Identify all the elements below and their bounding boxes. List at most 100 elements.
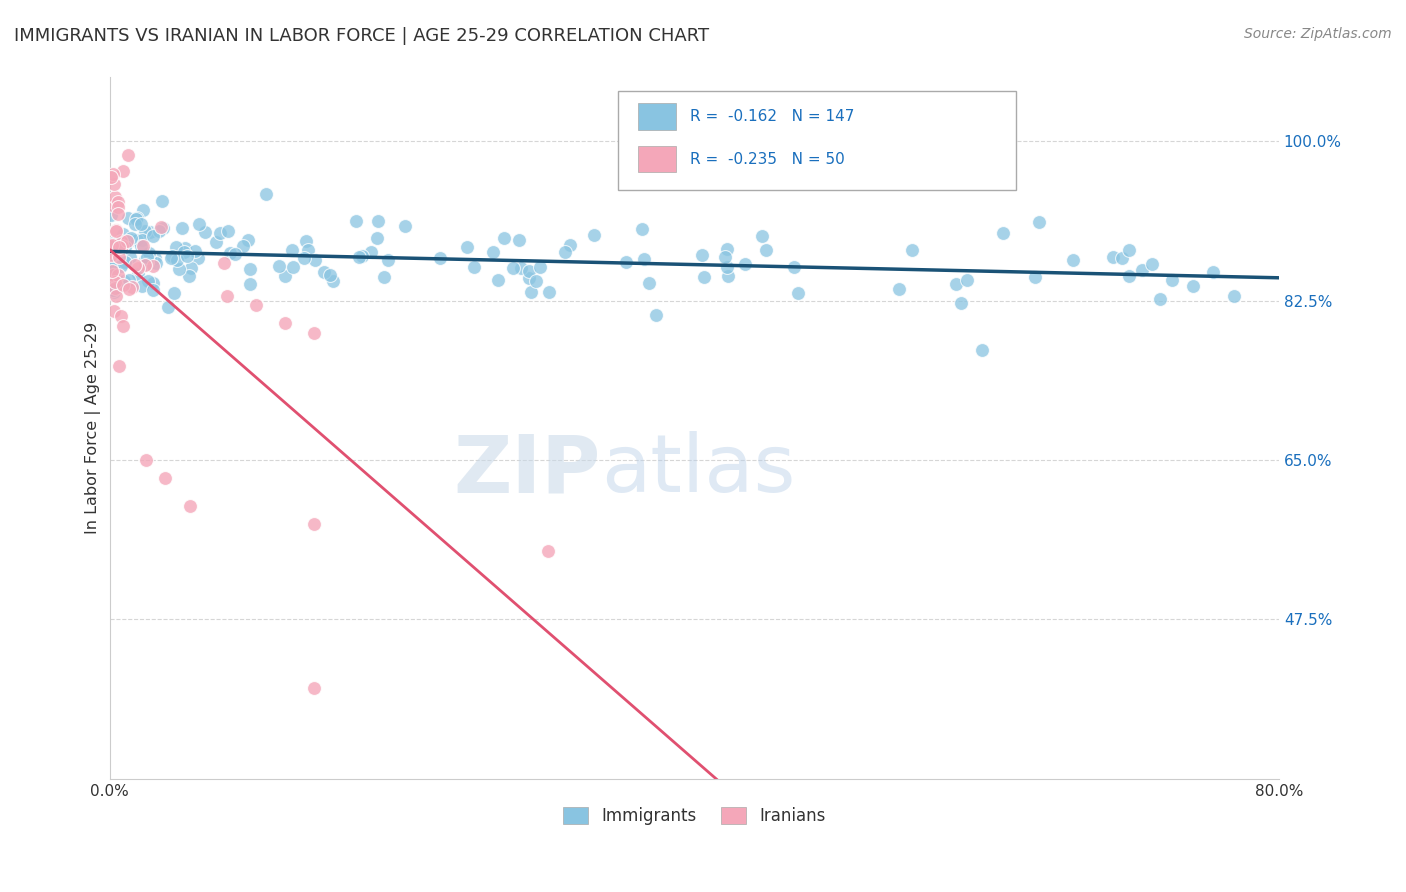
- Point: [179, 499, 201, 513]
- Point: [163, 285, 186, 300]
- Point: [125, 212, 148, 227]
- Point: [463, 260, 485, 274]
- Point: [110, 234, 132, 248]
- Point: [115, 234, 138, 248]
- Point: [145, 256, 167, 270]
- Point: [103, 267, 125, 281]
- Point: [945, 277, 967, 291]
- Point: [101, 167, 124, 181]
- Point: [121, 233, 143, 247]
- Point: [377, 253, 399, 268]
- Point: [117, 148, 139, 162]
- Point: [1149, 292, 1171, 306]
- Point: [502, 261, 524, 276]
- Point: [131, 233, 153, 247]
- Point: [165, 240, 187, 254]
- Point: [269, 260, 291, 274]
- Point: [751, 229, 773, 244]
- Point: [160, 251, 183, 265]
- Point: [134, 258, 156, 272]
- Point: [236, 233, 259, 247]
- Point: [107, 200, 129, 214]
- Point: [100, 198, 122, 212]
- Point: [537, 544, 560, 558]
- Text: R =  -0.162   N = 147: R = -0.162 N = 147: [689, 109, 853, 124]
- Point: [254, 186, 277, 201]
- Point: [950, 296, 973, 310]
- Point: [177, 268, 200, 283]
- Point: [304, 516, 326, 531]
- Point: [125, 233, 148, 247]
- Point: [143, 251, 166, 265]
- Point: [114, 254, 136, 268]
- Point: [394, 219, 416, 234]
- Point: [538, 285, 561, 299]
- Point: [508, 233, 530, 247]
- Point: [187, 251, 209, 265]
- Point: [614, 255, 637, 269]
- Point: [104, 190, 127, 204]
- FancyBboxPatch shape: [619, 92, 1017, 190]
- Point: [239, 277, 262, 291]
- Point: [170, 220, 193, 235]
- Point: [1161, 273, 1184, 287]
- Text: ZIP: ZIP: [454, 431, 600, 509]
- Point: [456, 239, 478, 253]
- Point: [101, 284, 124, 298]
- Point: [105, 289, 128, 303]
- Point: [716, 242, 738, 256]
- Point: [224, 247, 246, 261]
- Point: [1111, 252, 1133, 266]
- Point: [100, 208, 122, 222]
- Point: [100, 248, 122, 262]
- Point: [121, 280, 143, 294]
- Point: [107, 268, 129, 283]
- Point: [304, 681, 326, 695]
- Point: [755, 243, 778, 257]
- Point: [150, 194, 173, 208]
- Point: [104, 235, 127, 249]
- Point: [292, 251, 315, 265]
- Point: [690, 248, 713, 262]
- Point: [693, 270, 716, 285]
- Point: [131, 279, 153, 293]
- Point: [373, 269, 395, 284]
- Point: [782, 260, 804, 274]
- Point: [173, 241, 195, 255]
- Point: [208, 227, 231, 241]
- Point: [1223, 289, 1246, 303]
- Point: [101, 268, 124, 282]
- Point: [176, 249, 198, 263]
- Point: [129, 239, 152, 253]
- Point: [304, 326, 326, 340]
- Point: [188, 217, 211, 231]
- Point: [239, 262, 262, 277]
- Point: [112, 274, 135, 288]
- Point: [104, 280, 127, 294]
- Point: [142, 276, 165, 290]
- Point: [100, 260, 122, 275]
- Legend: Immigrants, Iranians: Immigrants, Iranians: [554, 799, 834, 834]
- Point: [125, 211, 148, 225]
- Point: [107, 207, 129, 221]
- Point: [101, 264, 124, 278]
- Point: [105, 223, 128, 237]
- Point: [529, 260, 551, 274]
- Point: [134, 224, 156, 238]
- Point: [1101, 250, 1123, 264]
- Point: [136, 274, 159, 288]
- Point: [526, 274, 548, 288]
- Point: [232, 239, 254, 253]
- Point: [124, 258, 146, 272]
- Y-axis label: In Labor Force | Age 25-29: In Labor Force | Age 25-29: [86, 322, 101, 534]
- Point: [280, 243, 302, 257]
- Point: [135, 453, 157, 467]
- Point: [1028, 215, 1050, 229]
- Point: [304, 253, 326, 268]
- Point: [245, 298, 267, 312]
- Point: [152, 220, 174, 235]
- Point: [217, 224, 239, 238]
- Point: [117, 273, 139, 287]
- Point: [104, 276, 127, 290]
- Point: [360, 245, 382, 260]
